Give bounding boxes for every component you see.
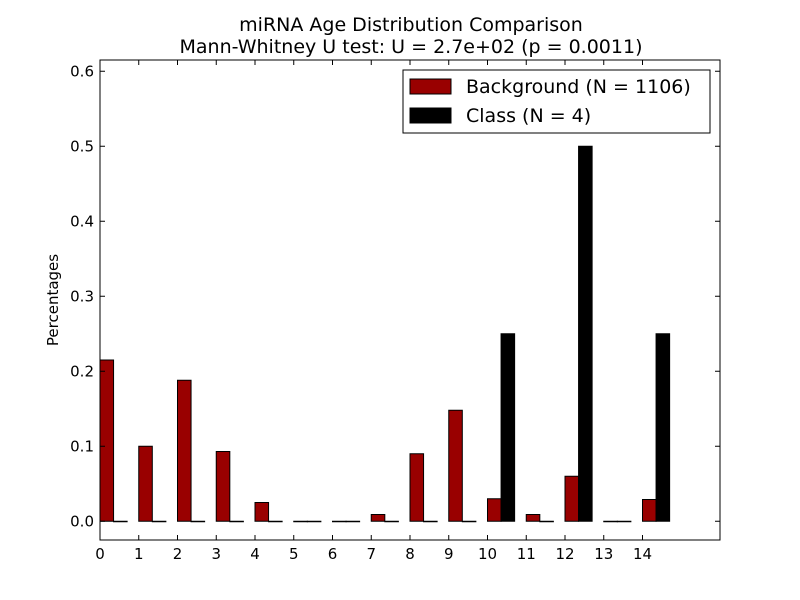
bar-s1-7 [384, 520, 399, 523]
x-tick-label-2: 2 [173, 545, 183, 563]
bar-s0-8 [409, 453, 425, 522]
bar-s0-14 [642, 499, 657, 522]
bar-s1-13 [616, 520, 632, 523]
legend: Background (N = 1106) Class (N = 4) [402, 69, 711, 134]
chart-subtitle: Mann-Whitney U test: U = 2.7e+02 (p = 0.… [180, 36, 643, 58]
bar-s1-8 [423, 520, 438, 523]
y-tick-label-0.1: 0.1 [70, 437, 94, 455]
y-tick-label-0.5: 0.5 [70, 137, 94, 155]
bar-s0-13 [603, 520, 618, 523]
y-tick-label-0.2: 0.2 [70, 362, 94, 380]
bar-s1-14 [655, 333, 671, 522]
y-tick-label-0.0: 0.0 [70, 512, 94, 530]
bar-s0-4 [254, 502, 270, 522]
bar-s1-3 [229, 520, 244, 523]
bar-s0-1 [138, 445, 153, 522]
bar-s0-3 [215, 451, 231, 522]
bar-s1-2 [190, 520, 206, 523]
bar-s1-10 [500, 333, 516, 522]
y-tick-label-0.3: 0.3 [70, 287, 94, 305]
bar-s1-9 [461, 520, 477, 523]
bar-s1-0 [113, 520, 128, 523]
bar-s0-12 [564, 475, 580, 522]
x-tick-label-11: 11 [517, 545, 536, 563]
bar-s0-11 [525, 514, 541, 522]
axes-group: 0.00.10.20.30.40.50.60 1 2 3 4 5 6 7 8 9 10 11 12 13 1… [70, 59, 721, 563]
x-tick-label-4: 4 [250, 545, 260, 563]
x-tick-label-1: 1 [134, 545, 144, 563]
x-tick-label-10: 10 [478, 545, 497, 563]
y-tick-label-0.6: 0.6 [70, 62, 94, 80]
y-tick-label-0.4: 0.4 [70, 212, 94, 230]
legend-box [402, 69, 711, 134]
x-tick-label-3: 3 [211, 545, 221, 563]
x-tick-label-0: 0 [95, 545, 105, 563]
x-tick-label-8: 8 [405, 545, 415, 563]
legend-swatch-0 [409, 78, 452, 95]
x-tick-label-6: 6 [328, 545, 338, 563]
bar-s0-0 [99, 359, 115, 522]
x-tick-label-13: 13 [594, 545, 613, 563]
bar-s1-12 [578, 145, 593, 522]
bar-s0-6 [332, 520, 347, 523]
legend-swatch-1 [409, 107, 452, 124]
bar-s0-9 [448, 409, 463, 522]
bar-s1-11 [539, 520, 554, 523]
chart-title: miRNA Age Distribution Comparison [239, 14, 583, 36]
x-tick-label-7: 7 [366, 545, 376, 563]
bar-s0-5 [293, 520, 308, 523]
y-axis-label: Percentages [44, 254, 62, 346]
x-tick-label-12: 12 [555, 545, 574, 563]
bar-s1-1 [151, 520, 167, 523]
bar-s0-10 [487, 498, 502, 522]
bar-s0-2 [177, 379, 192, 522]
x-tick-label-9: 9 [444, 545, 454, 563]
bar-s1-5 [306, 520, 322, 523]
x-tick-label-5: 5 [289, 545, 299, 563]
bar-s1-4 [268, 520, 283, 523]
bar-s0-7 [370, 514, 386, 522]
bars-group [99, 145, 671, 523]
legend-label-1: Class (N = 4) [466, 105, 591, 127]
x-tick-label-14: 14 [633, 545, 652, 563]
bar-s1-6 [345, 520, 361, 523]
legend-label-0: Background (N = 1106) [466, 76, 691, 98]
